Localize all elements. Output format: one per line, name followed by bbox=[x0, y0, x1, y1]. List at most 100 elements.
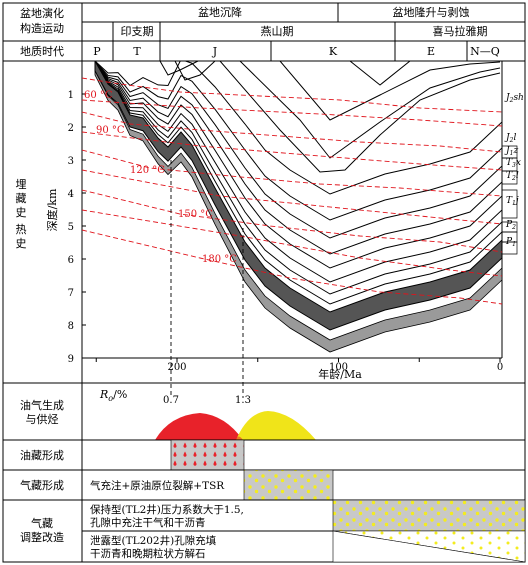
formation-boundary bbox=[94, 61, 502, 239]
formation-boundary bbox=[279, 61, 501, 121]
isotherm-line bbox=[82, 111, 502, 153]
formation-label: J2l bbox=[504, 133, 516, 144]
period-j: J bbox=[212, 45, 217, 58]
isotherm-label: 120 °C bbox=[130, 165, 165, 176]
formation-label: T3x bbox=[506, 158, 521, 169]
y-tick-label: 4 bbox=[68, 189, 74, 200]
x-tick-label: 200 bbox=[167, 362, 186, 373]
formation-label: T1j bbox=[506, 196, 519, 207]
x-axis-ticks: 200 100 0 bbox=[95, 358, 503, 373]
formation-label: T2l bbox=[506, 171, 519, 182]
isotherm-label: 60 °C bbox=[84, 90, 113, 101]
adjust-label-2: 调整改造 bbox=[20, 530, 64, 544]
gas-generation-curve bbox=[236, 411, 316, 440]
y-tick-label: 3 bbox=[68, 156, 74, 167]
ro-value-07: 0.7 bbox=[163, 395, 179, 406]
formation-bracket bbox=[502, 189, 518, 219]
period-k: K bbox=[329, 45, 338, 58]
burial-curves bbox=[94, 61, 502, 353]
subsidence-label: 盆地沉降 bbox=[198, 5, 242, 19]
formation-boundary bbox=[219, 61, 501, 173]
isotherm-label: 150 °C bbox=[178, 209, 213, 220]
ro-marker-lines bbox=[170, 160, 244, 398]
svg-text:热: 热 bbox=[16, 223, 27, 236]
formation-boundary bbox=[94, 61, 502, 283]
ro-label: Ro/% bbox=[99, 388, 127, 403]
svg-text:史: 史 bbox=[16, 237, 27, 250]
isotherms bbox=[82, 77, 502, 305]
x-axis-label: 年龄/Ma bbox=[318, 367, 362, 381]
svg-text:藏: 藏 bbox=[16, 192, 27, 205]
y-axis-ticks: 1 2 3 4 5 6 7 8 9 bbox=[68, 90, 86, 365]
leaked-line-2: 干沥青和晚期粒状方解石 bbox=[90, 547, 206, 560]
y-tick-label: 8 bbox=[68, 321, 74, 332]
svg-text:史: 史 bbox=[16, 206, 27, 219]
leaked-line-1: 泄露型(TL202井)孔隙充填 bbox=[90, 534, 217, 547]
formation-label: J1z bbox=[504, 146, 518, 157]
formation-boundary bbox=[349, 61, 411, 86]
isotherm-labels: 60 °C 90 °C 120 °C 150 °C 180 °C bbox=[84, 90, 237, 265]
formation-boundary bbox=[94, 61, 502, 269]
isotherm-line bbox=[82, 149, 502, 197]
preserved-line-2: 孔隙中充注干气和干沥青 bbox=[90, 516, 206, 529]
gas-reservoir-label: 气藏形成 bbox=[20, 478, 64, 492]
generation-label-2: 与供烃 bbox=[26, 412, 59, 426]
y-tick-label: 1 bbox=[68, 90, 74, 101]
x-tick-label: 100 bbox=[329, 362, 348, 373]
y-tick-label: 2 bbox=[68, 123, 74, 134]
svg-text:埋: 埋 bbox=[16, 178, 27, 191]
gas-reservoir-description: 气充注+原油原位裂解+TSR bbox=[90, 479, 225, 492]
evolution-label: 盆地演化 bbox=[20, 6, 64, 20]
evolution-label-2: 构造运动 bbox=[20, 21, 64, 35]
oil-curve-overlap bbox=[236, 436, 243, 440]
orogeny-indosinian: 印支期 bbox=[121, 25, 154, 38]
gas-reservoir-bar bbox=[243, 469, 334, 501]
formation-label: P1 bbox=[505, 237, 516, 248]
period-nq: N—Q bbox=[470, 45, 500, 58]
period-e: E bbox=[427, 45, 435, 58]
generation-label-1: 油气生成 bbox=[20, 398, 64, 412]
source-rock-band bbox=[94, 61, 502, 331]
isotherm-line bbox=[82, 209, 502, 277]
isotherm-label: 180 °C bbox=[202, 254, 237, 265]
isotherm-line bbox=[82, 77, 502, 113]
period-p: P bbox=[93, 45, 101, 58]
preserved-line-1: 保持型(TL2井)压力系数大于1.5, bbox=[90, 503, 244, 516]
orogeny-himalayan: 喜马拉雅期 bbox=[433, 24, 488, 38]
y-tick-label: 9 bbox=[68, 354, 74, 365]
plot-axes: 1 2 3 4 5 6 7 8 9 200 100 0 bbox=[68, 90, 504, 373]
uplift-label: 盆地隆升与剥蚀 bbox=[393, 5, 470, 19]
formation-boundary bbox=[174, 61, 216, 81]
isotherm-line bbox=[82, 189, 502, 253]
oil-reservoir-bar bbox=[170, 439, 245, 471]
burial-row-label: 埋 藏 史 热 史 bbox=[16, 178, 27, 250]
oil-row-frame bbox=[2, 439, 526, 471]
y-tick-label: 6 bbox=[68, 255, 74, 266]
formation-label: J2sh bbox=[504, 93, 524, 104]
y-tick-label: 5 bbox=[68, 222, 74, 233]
formation-boundary bbox=[94, 61, 502, 295]
x-tick-label: 0 bbox=[497, 362, 503, 373]
isotherm-line bbox=[82, 229, 502, 305]
oil-generation-curve bbox=[155, 413, 243, 440]
formation-boundary bbox=[94, 61, 502, 305]
y-tick-label: 7 bbox=[68, 288, 74, 299]
lower-formation-band bbox=[94, 70, 502, 353]
age-label: 地质时代 bbox=[20, 45, 64, 58]
isotherm-label: 90 °C bbox=[96, 125, 125, 136]
formation-label: P2 bbox=[505, 220, 516, 231]
ro-value-13: 1.3 bbox=[235, 395, 251, 406]
formation-boundary bbox=[94, 61, 502, 255]
formation-boundary bbox=[94, 61, 502, 221]
oil-reservoir-label: 油藏形成 bbox=[20, 448, 64, 462]
y-axis-label: 深度/km bbox=[45, 188, 59, 231]
orogeny-yanshan: 燕山期 bbox=[261, 25, 294, 38]
formation-boundary bbox=[94, 61, 502, 195]
formation-bracket bbox=[502, 241, 518, 255]
leaked-triangle bbox=[332, 530, 526, 563]
period-t: T bbox=[133, 45, 141, 58]
formation-bracket bbox=[502, 170, 518, 185]
adjust-label-1: 气藏 bbox=[31, 516, 53, 530]
